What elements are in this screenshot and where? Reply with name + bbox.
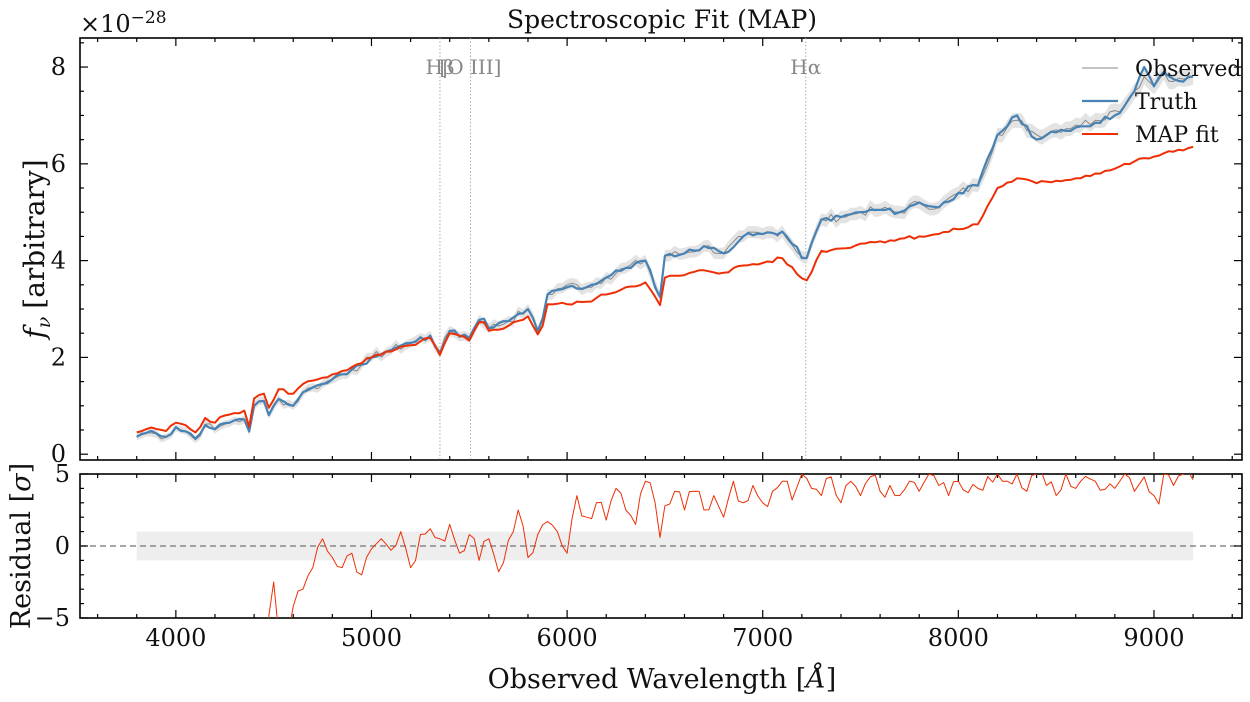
legend: Observed Truth MAP fit xyxy=(1082,57,1241,148)
observed-error-band xyxy=(136,63,1194,444)
residual-y-tick-labels: −5 0 5 xyxy=(35,460,70,632)
spectrum-y-tick-labels: 0 2 4 6 8 xyxy=(51,53,66,468)
x-tick-labels: 4000 5000 6000 7000 8000 9000 xyxy=(145,624,1184,652)
x-tick-label: 6000 xyxy=(537,624,598,652)
emission-lines: Hβ[O III] Hα xyxy=(425,38,821,460)
map-fit-series-line xyxy=(136,145,1194,434)
residual-y-tick-label: 0 xyxy=(55,532,70,560)
spectrum-plot-area xyxy=(79,37,1243,461)
spectrum-series xyxy=(136,65,1194,441)
residual-y-axis-label: Residual [σ] xyxy=(6,463,37,629)
spectrum-y-tick-label: 4 xyxy=(51,247,66,275)
chart-title: Spectroscopic Fit (MAP) xyxy=(507,5,817,34)
spectrum-y-tick-label: 8 xyxy=(51,53,66,81)
residual-y-tick-label: 5 xyxy=(55,460,70,488)
truth-series-line xyxy=(136,65,1194,440)
spectrum-y-tick-label: 2 xyxy=(51,343,66,371)
residual-ticks xyxy=(80,473,1242,619)
x-tick-label: 8000 xyxy=(928,624,989,652)
residual-y-tick-label: −5 xyxy=(35,604,70,632)
sigma-band xyxy=(80,531,1242,561)
spectrum-panel: Hβ[O III] Hα 0 2 4 6 8 Observed Truth MAP fit ×… xyxy=(18,8,1243,468)
x-tick-label: 9000 xyxy=(1123,624,1184,652)
x-tick-label: 5000 xyxy=(341,624,402,652)
legend-label: Truth xyxy=(1135,90,1197,115)
x-tick-label: 4000 xyxy=(145,624,206,652)
emission-line-label: [O III] xyxy=(439,55,501,79)
residual-series xyxy=(267,474,1194,618)
emission-line-label: Hα xyxy=(790,55,821,79)
spectrum-y-tick-label: 0 xyxy=(51,440,66,468)
emission-line-label: Hβ xyxy=(425,55,454,79)
x-axis-label: Observed Wavelength [Å] xyxy=(488,662,837,695)
residual-panel: −5 0 5 4000 5000 6000 7000 8000 9000 Residual [… xyxy=(6,460,1243,695)
legend-label: Observed xyxy=(1135,57,1241,82)
observed-uncertainty-band xyxy=(136,63,1194,444)
spectrum-y-axis-label: fν[arbitrary] xyxy=(18,159,55,340)
spectrum-y-tick-label: 6 xyxy=(51,150,66,178)
x-tick-label: 7000 xyxy=(732,624,793,652)
y-multiplier: ×10−28 xyxy=(80,8,167,38)
legend-label: MAP fit xyxy=(1135,123,1219,148)
spectrum-ticks xyxy=(80,38,1242,460)
residual-series-line xyxy=(267,474,1194,618)
